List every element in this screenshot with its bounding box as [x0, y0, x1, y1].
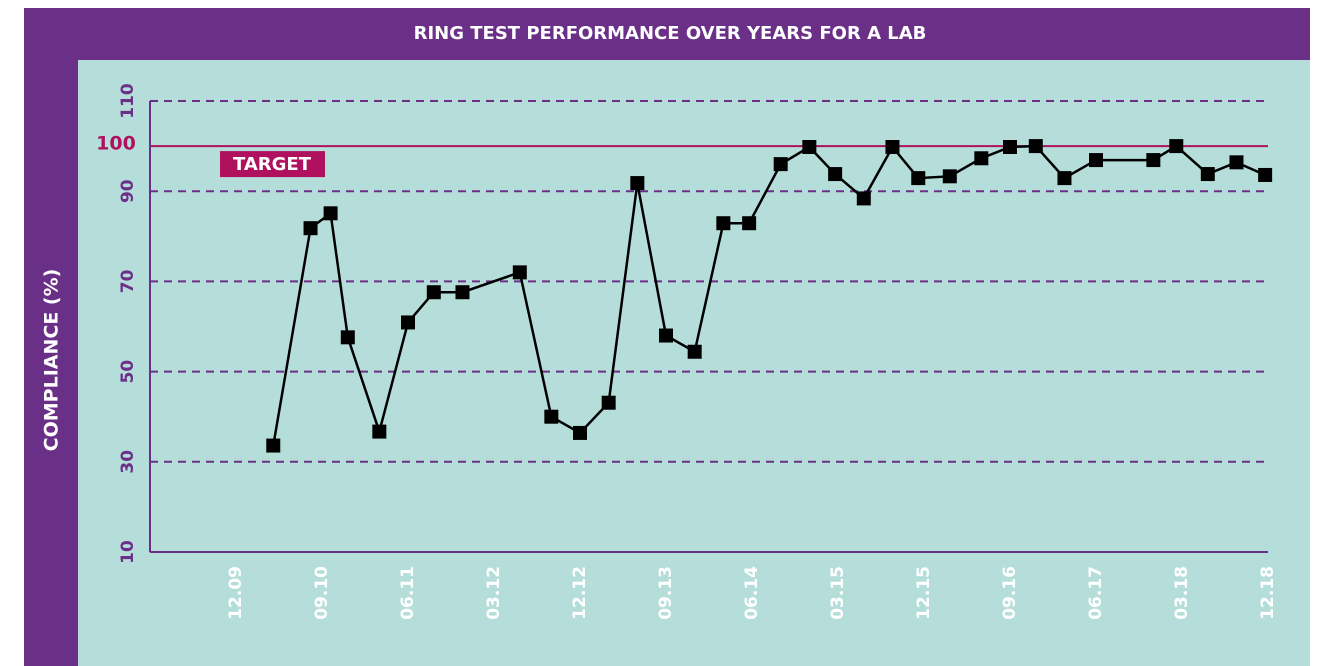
x-tick-label: 12.18: [1258, 566, 1278, 620]
marker: [512, 265, 527, 280]
marker: [340, 330, 355, 345]
marker: [630, 176, 645, 191]
y-tick-label: 50: [118, 360, 138, 384]
x-tick-label: 03.12: [484, 566, 504, 620]
marker: [1146, 153, 1161, 168]
plot-background: [78, 60, 1310, 666]
target-label-box: [220, 151, 325, 178]
x-tick-label: 06.11: [398, 566, 418, 620]
marker: [426, 285, 441, 300]
target-value-label: 100: [96, 133, 136, 155]
x-tick-label: 09.10: [312, 566, 332, 620]
chart-title: RING TEST PERFORMANCE OVER YEARS FOR A L…: [414, 23, 927, 44]
marker: [323, 206, 338, 221]
y-tick-label: 30: [118, 450, 138, 474]
marker: [1089, 153, 1103, 168]
marker: [659, 328, 673, 343]
marker: [1200, 167, 1215, 182]
marker: [573, 425, 587, 440]
marker: [856, 191, 871, 206]
x-tick-label: 06.17: [1086, 566, 1106, 620]
marker: [1057, 171, 1072, 186]
x-tick-label: 03.18: [1172, 566, 1192, 620]
marker: [974, 151, 989, 166]
x-tick-label: 09.16: [1000, 566, 1020, 620]
marker: [802, 140, 817, 155]
x-tick-label: 12.15: [914, 566, 934, 620]
line: [272, 144, 1266, 446]
y-tick-label: 10: [118, 540, 138, 564]
marker: [742, 216, 757, 231]
marker: [716, 216, 731, 231]
marker: [601, 395, 616, 410]
marker: [942, 169, 957, 184]
y-axis-title: COMPLIANCE (%): [41, 269, 63, 452]
target-label: TARGET: [233, 154, 312, 175]
marker: [266, 438, 281, 453]
marker: [455, 285, 470, 300]
y-tick-label: 110: [118, 83, 138, 119]
marker: [1003, 140, 1017, 155]
marker: [1258, 167, 1273, 182]
marker: [828, 167, 843, 182]
marker: [303, 221, 318, 236]
x-tick-label: 12.09: [226, 566, 246, 620]
x-tick-label: 06.14: [742, 566, 762, 620]
marker: [1169, 139, 1184, 154]
marker: [687, 344, 702, 359]
x-tick-label: 12.12: [570, 566, 590, 620]
marker: [885, 140, 900, 155]
x-tick-label: 03.15: [828, 566, 848, 620]
marker: [372, 424, 387, 439]
marker: [911, 171, 926, 186]
marker: [401, 315, 415, 330]
x-tick-label: 09.13: [656, 566, 676, 620]
marker: [773, 157, 788, 172]
title-bar: [24, 8, 1310, 60]
marker: [544, 409, 559, 424]
marker: [1229, 155, 1244, 170]
side-band: [24, 60, 78, 666]
marker: [1028, 139, 1043, 154]
y-tick-label: 90: [118, 179, 138, 203]
y-tick-label: 70: [118, 269, 138, 293]
